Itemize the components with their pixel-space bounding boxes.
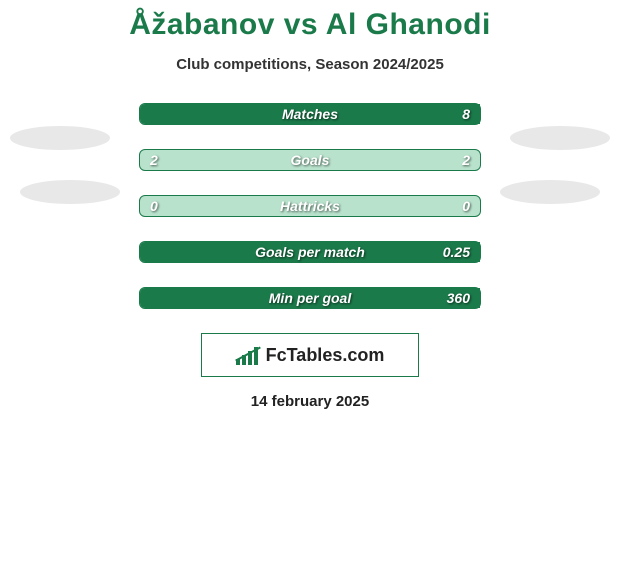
stat-left-value: 0 [150, 198, 158, 214]
stat-row-goals-per-match: Goals per match 0.25 [139, 241, 481, 263]
logo-text: FcTables.com [266, 345, 385, 366]
stat-right-value: 0 [462, 198, 470, 214]
stat-row-hattricks: 0 Hattricks 0 [139, 195, 481, 217]
date-text: 14 february 2025 [0, 393, 620, 410]
comparison-widget: Åžabanov vs Al Ghanodi Club competitions… [0, 0, 620, 410]
stat-label: Goals per match [255, 244, 365, 260]
stat-right-value: 360 [447, 290, 470, 306]
stat-label: Min per goal [269, 290, 351, 306]
stat-label: Matches [282, 106, 338, 122]
fctables-link[interactable]: FcTables.com [201, 333, 419, 377]
stats-rows: Matches 8 2 Goals 2 0 Hattricks 0 Goals … [0, 103, 620, 309]
chart-icon [236, 345, 260, 365]
stat-row-min-per-goal: Min per goal 360 [139, 287, 481, 309]
subtitle: Club competitions, Season 2024/2025 [0, 56, 620, 73]
stat-right-value: 2 [462, 152, 470, 168]
page-title: Åžabanov vs Al Ghanodi [0, 8, 620, 42]
stat-label: Goals [291, 152, 330, 168]
stat-right-value: 0.25 [443, 244, 470, 260]
stat-label: Hattricks [280, 198, 340, 214]
stat-row-matches: Matches 8 [139, 103, 481, 125]
stat-left-value: 2 [150, 152, 158, 168]
stat-row-goals: 2 Goals 2 [139, 149, 481, 171]
stat-right-value: 8 [462, 106, 470, 122]
